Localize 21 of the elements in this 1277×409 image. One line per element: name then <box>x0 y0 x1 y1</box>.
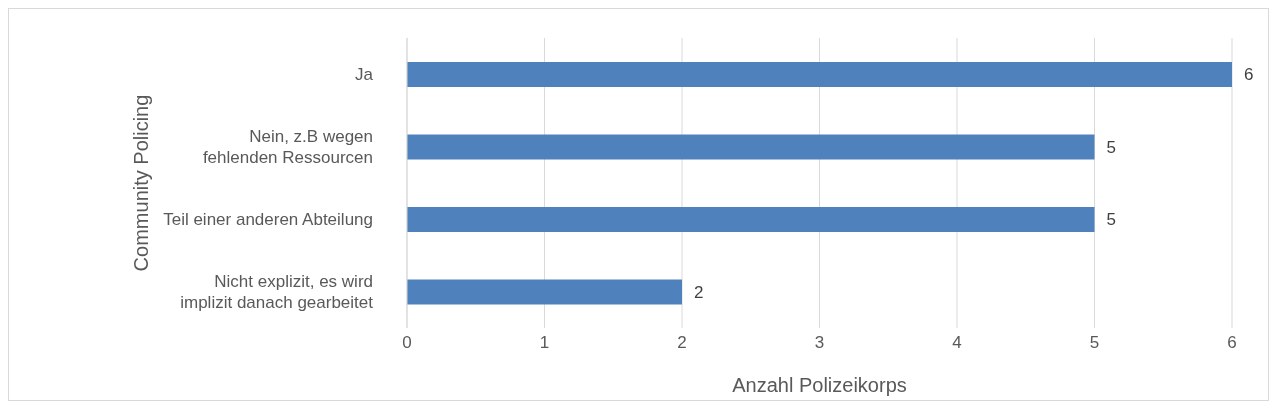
bar <box>407 61 1232 87</box>
x-tick-label: 2 <box>677 333 687 353</box>
x-tick-label: 6 <box>1227 333 1237 353</box>
x-tick-label: 3 <box>814 333 825 353</box>
x-tick-label: 5 <box>1089 333 1100 353</box>
x-axis-title: Anzahl Polizeikorps <box>732 374 907 396</box>
x-tick-label: 0 <box>402 333 412 353</box>
bar <box>407 134 1095 160</box>
data-label: 5 <box>1106 137 1116 157</box>
data-label: 6 <box>1244 65 1254 85</box>
data-label: 2 <box>694 282 704 302</box>
y-axis-title: Community Policing <box>130 94 153 272</box>
data-label: 5 <box>1106 210 1116 230</box>
y-tick-label: Ja <box>355 64 374 84</box>
y-tick-label: Teil einer anderen Abteilung <box>163 209 373 229</box>
x-tick-label: 4 <box>952 333 962 353</box>
x-tick-label: 1 <box>539 333 550 353</box>
bar <box>407 279 682 305</box>
bar <box>407 206 1095 232</box>
y-tick-label: Nein, z.B wegen fehlenden Ressourcen <box>202 126 373 167</box>
y-tick-label: Nicht explizit, es wird implizit danach gearbeitet <box>180 271 374 312</box>
